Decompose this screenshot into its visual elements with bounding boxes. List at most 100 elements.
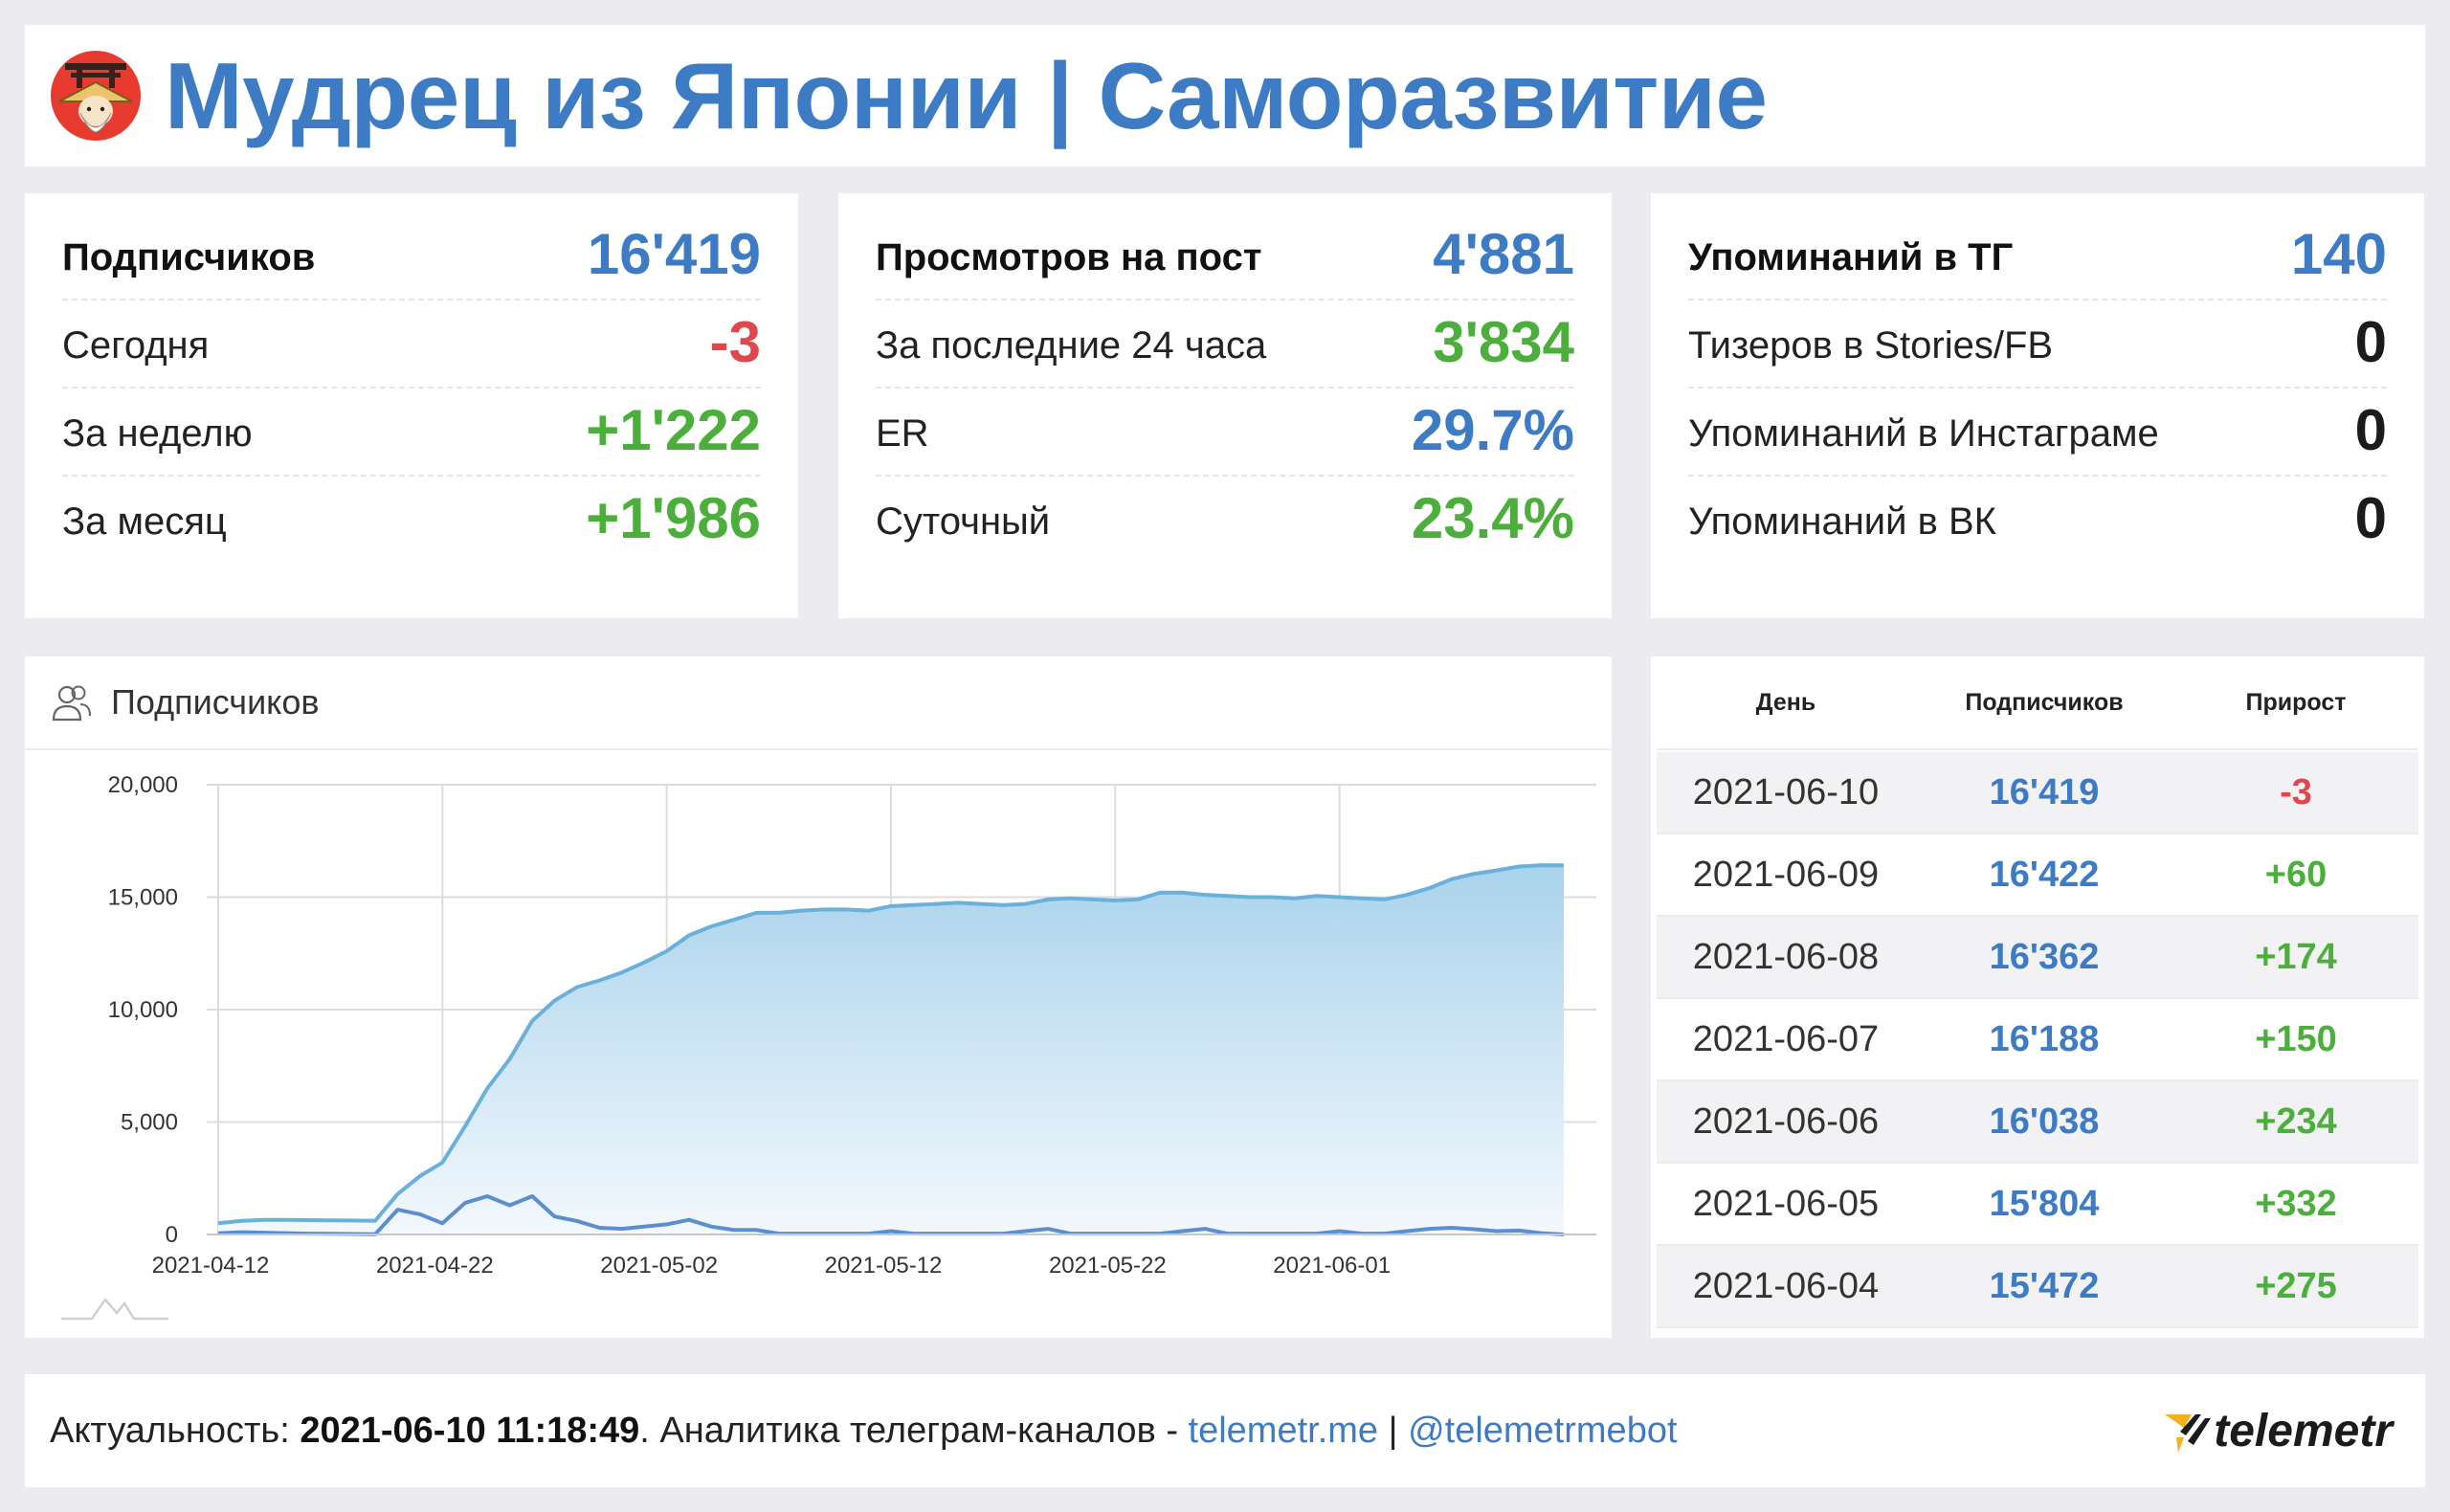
footer: Актуальность: 2021-06-10 11:18:49. Анали… bbox=[25, 1374, 2425, 1487]
stat-value: 29.7% bbox=[1411, 398, 1574, 462]
footer-prefix: Актуальность: bbox=[50, 1411, 301, 1451]
telemetr-site-link[interactable]: telemetr.me bbox=[1188, 1411, 1379, 1451]
row-subscribers: 16'362 bbox=[1989, 937, 2100, 977]
daily-table: День Подписчиков Прирост 2021-06-10 16'41… bbox=[1651, 656, 2424, 1338]
footer-middle: . Аналитика телеграм-каналов - bbox=[639, 1411, 1189, 1451]
row-subscribers: 16'188 bbox=[1989, 1019, 2100, 1059]
stat-label: За месяц bbox=[62, 500, 227, 543]
stat-label: Тизеров в Stories/FB bbox=[1688, 324, 2054, 367]
x-tick-label: 2021-05-12 bbox=[825, 1253, 943, 1279]
row-subscribers: 15'804 bbox=[1989, 1184, 2100, 1224]
channel-header: Мудрец из Японии | Саморазвитие bbox=[25, 25, 2425, 167]
subscribers-stat-row: За месяц +1'986 bbox=[62, 475, 761, 563]
daily-growth-line bbox=[217, 1194, 1565, 1236]
x-tick-label: 2021-05-02 bbox=[600, 1253, 718, 1279]
table-row: 2021-06-08 16'362 +174 bbox=[1657, 917, 2418, 999]
row-growth: +60 bbox=[2264, 855, 2328, 895]
row-date: 2021-06-10 bbox=[1692, 772, 1880, 812]
telemetr-bot-link[interactable]: @telemetrmebot bbox=[1408, 1411, 1678, 1451]
stat-label: Подписчиков bbox=[62, 236, 316, 278]
stat-label: ER bbox=[876, 412, 929, 455]
stat-value: 0 bbox=[2354, 310, 2387, 374]
sage-avatar-icon bbox=[51, 51, 141, 141]
row-growth: +234 bbox=[2255, 1101, 2337, 1142]
row-date: 2021-06-05 bbox=[1692, 1184, 1880, 1224]
row-date: 2021-06-07 bbox=[1692, 1019, 1880, 1059]
y-tick-label: 0 bbox=[166, 1222, 178, 1248]
stat-value: 0 bbox=[2354, 486, 2387, 550]
views-stat-row: ER 29.7% bbox=[876, 387, 1574, 477]
x-tick-label: 2021-05-22 bbox=[1049, 1253, 1167, 1279]
stat-value: 4'881 bbox=[1433, 222, 1574, 286]
y-tick-label: 10,000 bbox=[108, 997, 178, 1023]
row-growth: +332 bbox=[2255, 1184, 2337, 1224]
brand-logo[interactable]: telemetr bbox=[2163, 1401, 2393, 1462]
stat-label: Упоминаний в ТГ bbox=[1688, 236, 2014, 278]
users-icon bbox=[52, 685, 91, 722]
row-date: 2021-06-04 bbox=[1692, 1266, 1880, 1306]
stat-label: Упоминаний в Инстаграме bbox=[1688, 412, 2159, 455]
header-growth: Прирост bbox=[2245, 689, 2347, 716]
stat-label: Упоминаний в ВК bbox=[1688, 500, 1996, 543]
views-stat-row: Суточный 23.4% bbox=[876, 475, 1574, 563]
table-header: День Подписчиков Прирост bbox=[1657, 656, 2418, 750]
row-growth: +275 bbox=[2255, 1266, 2337, 1306]
stat-value: -3 bbox=[709, 310, 761, 374]
update-timestamp: 2021-06-10 11:18:49 bbox=[300, 1411, 640, 1451]
row-subscribers: 16'038 bbox=[1989, 1101, 2100, 1142]
table-row: 2021-06-05 15'804 +332 bbox=[1657, 1164, 2418, 1246]
subscribers-stat-row: За неделю +1'222 bbox=[62, 387, 761, 477]
row-growth: -3 bbox=[2280, 772, 2312, 812]
table-row: 2021-06-06 16'038 +234 bbox=[1657, 1081, 2418, 1164]
subscribers-stat-row: Сегодня -3 bbox=[62, 299, 761, 389]
page-title: Мудрец из Японии | Саморазвитие bbox=[165, 43, 1768, 148]
y-tick-label: 15,000 bbox=[108, 885, 178, 911]
x-tick-label: 2021-04-12 bbox=[152, 1253, 270, 1279]
stat-value: 23.4% bbox=[1411, 486, 1574, 550]
mentions-stat-row: Упоминаний в Инстаграме 0 bbox=[1688, 387, 2387, 477]
views-stat-row: Просмотров на пост 4'881 bbox=[876, 211, 1574, 300]
footer-separator: | bbox=[1378, 1411, 1409, 1451]
row-subscribers: 15'472 bbox=[1989, 1266, 2100, 1306]
table-row: 2021-06-04 15'472 +275 bbox=[1657, 1246, 2418, 1328]
row-date: 2021-06-08 bbox=[1692, 937, 1880, 977]
subscribers-chart: 0 5,000 10,000 15,000 20,000 2021-04-12 2021-0… bbox=[61, 772, 1596, 1321]
header-day: День bbox=[1755, 689, 1816, 716]
subscribers-card: Подписчиков 16'419 Сегодня -3 За неделю +1'22… bbox=[25, 193, 798, 618]
x-tick-label: 2021-06-01 bbox=[1273, 1253, 1391, 1279]
row-subscribers: 16'422 bbox=[1989, 855, 2100, 895]
subscribers-stat-row: Подписчиков 16'419 bbox=[62, 211, 761, 300]
row-growth: +174 bbox=[2255, 937, 2337, 977]
stat-label: За неделю bbox=[62, 412, 253, 455]
mentions-stat-row: Упоминаний в ТГ 140 bbox=[1688, 211, 2387, 300]
footer-text: Актуальность: 2021-06-10 11:18:49. Анали… bbox=[50, 1374, 1678, 1487]
row-date: 2021-06-06 bbox=[1692, 1101, 1880, 1142]
navigator-icon bbox=[61, 1297, 168, 1321]
table-row: 2021-06-10 16'419 -3 bbox=[1657, 752, 2418, 834]
stat-value: 140 bbox=[2290, 222, 2387, 286]
brand-name: telemetr bbox=[2214, 1406, 2393, 1456]
header-subscribers: Подписчиков bbox=[1965, 689, 2124, 716]
stat-label: Просмотров на пост bbox=[876, 236, 1262, 278]
chart-header: Подписчиков bbox=[25, 656, 1612, 750]
telemetr-logo-icon bbox=[2165, 1414, 2211, 1453]
stat-value: 3'834 bbox=[1433, 310, 1574, 374]
row-date: 2021-06-09 bbox=[1692, 855, 1880, 895]
row-subscribers: 16'419 bbox=[1989, 772, 2100, 812]
table-row: 2021-06-07 16'188 +150 bbox=[1657, 999, 2418, 1081]
x-tick-label: 2021-04-22 bbox=[376, 1253, 494, 1279]
table-row: 2021-06-09 16'422 +60 bbox=[1657, 834, 2418, 917]
stat-value: 16'419 bbox=[587, 222, 761, 286]
stat-value: +1'986 bbox=[586, 486, 761, 550]
chart-title: Подписчиков bbox=[111, 682, 320, 722]
y-tick-label: 20,000 bbox=[108, 772, 178, 798]
stat-value: 0 bbox=[2354, 398, 2387, 462]
stat-label: Суточный bbox=[876, 500, 1051, 543]
mentions-stat-row: Упоминаний в ВК 0 bbox=[1688, 475, 2387, 563]
stat-label: За последние 24 часа bbox=[876, 324, 1267, 367]
subscribers-area-fill bbox=[218, 865, 1564, 1234]
views-stat-row: За последние 24 часа 3'834 bbox=[876, 299, 1574, 389]
y-tick-label: 5,000 bbox=[121, 1110, 178, 1136]
row-growth: +150 bbox=[2255, 1019, 2337, 1059]
stat-value: +1'222 bbox=[586, 398, 761, 462]
